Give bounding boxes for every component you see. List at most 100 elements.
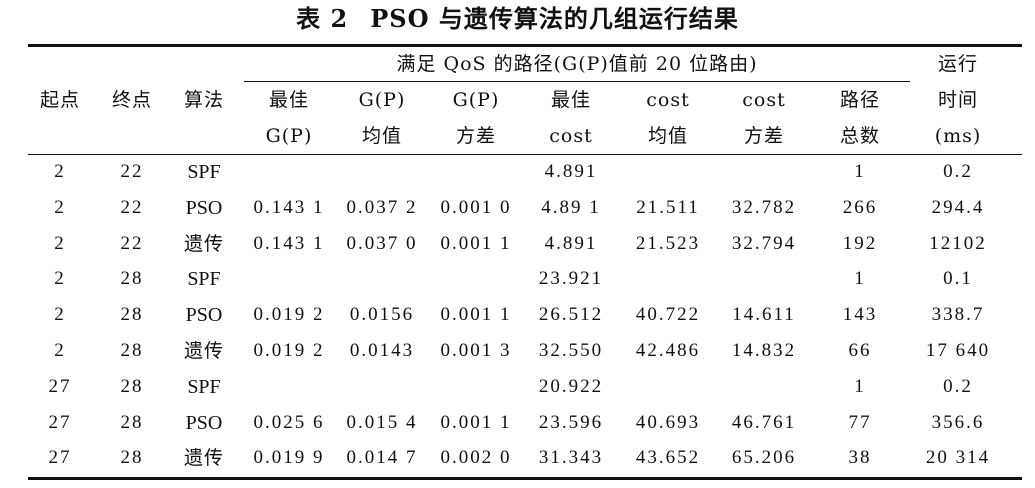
cell-runtime: 0.2: [943, 376, 973, 397]
cell-algo: PSO: [185, 412, 223, 434]
qos-group-rule: [244, 81, 910, 82]
cell-best-cost: 26.512: [538, 304, 604, 325]
cell-algo: SPF: [187, 268, 221, 290]
cell-cost-var: 46.761: [731, 412, 797, 433]
cell-paths: 192: [842, 233, 878, 254]
cell-paths: 1: [854, 268, 866, 289]
cell-start: 2: [54, 233, 66, 254]
cell-best-cost: 32.550: [538, 340, 604, 361]
cell-start: 2: [54, 268, 66, 289]
cell-best-gp: 0.019 2: [253, 304, 325, 325]
cell-start: 2: [54, 197, 66, 218]
cell-end: 28: [120, 304, 144, 325]
cell-end: 28: [120, 412, 144, 433]
cell-start: 27: [48, 447, 72, 468]
runtime-header-line3: (ms): [934, 125, 982, 147]
cell-gp-mean: 0.015 4: [346, 412, 418, 433]
cell-paths: 266: [842, 197, 878, 218]
cell-cost-mean: 21.511: [636, 197, 700, 218]
gp-var-header-line1: G(P): [452, 89, 500, 111]
cell-end: 22: [120, 197, 144, 218]
best-cost-header-line1: 最佳: [550, 89, 591, 111]
cell-best-cost: 23.596: [538, 412, 604, 433]
cell-start: 2: [54, 340, 66, 361]
cell-cost-var: 65.206: [731, 447, 797, 468]
cell-gp-mean: 0.0143: [349, 340, 415, 361]
cell-cost-var: 32.782: [731, 197, 797, 218]
cell-algo: 遗传: [183, 447, 224, 469]
cell-cost-var: 14.832: [731, 340, 797, 361]
gp-var-header-line2: 方差: [455, 125, 496, 147]
cell-cost-mean: 21.523: [635, 233, 701, 254]
table-caption: PSO 与遗传算法的几组运行结果: [370, 4, 739, 33]
cell-start: 27: [48, 376, 72, 397]
start-header: 起点: [39, 89, 80, 111]
qos-group-header: 满足 QoS 的路径(G(P)值前 20 位路由): [396, 53, 758, 75]
cell-gp-mean: 0.037 2: [346, 197, 418, 218]
cell-cost-var: 32.794: [731, 233, 797, 254]
cell-best-gp: 0.025 6: [253, 412, 325, 433]
cell-paths: 1: [854, 161, 866, 182]
best-cost-header-line2: cost: [549, 125, 593, 147]
cell-gp-var: 0.001 3: [440, 340, 512, 361]
cell-best-gp: 0.143 1: [253, 197, 325, 218]
cell-cost-mean: 40.693: [635, 412, 701, 433]
cell-gp-var: 0.001 1: [440, 304, 512, 325]
cell-best-cost: 4.891: [544, 233, 598, 254]
cell-end: 28: [120, 268, 144, 289]
cell-algo: SPF: [187, 161, 221, 183]
cell-best-cost: 23.921: [538, 268, 604, 289]
bottom-rule: [28, 477, 1022, 480]
cell-runtime: 294.4: [931, 197, 985, 218]
header-bottom-rule: [28, 154, 1022, 155]
cell-cost-mean: 40.722: [635, 304, 701, 325]
cell-paths: 66: [848, 340, 872, 361]
cost-var-header-line2: 方差: [743, 125, 784, 147]
cell-paths: 143: [842, 304, 878, 325]
cell-algo: 遗传: [183, 233, 224, 255]
paths-header-line2: 总数: [839, 125, 880, 147]
cell-gp-mean: 0.0156: [349, 304, 415, 325]
cell-best-gp: 0.019 2: [253, 340, 325, 361]
cell-gp-mean: 0.014 7: [346, 447, 418, 468]
cell-gp-var: 0.001 1: [440, 233, 512, 254]
cell-cost-mean: 42.486: [635, 340, 701, 361]
top-rule: [28, 44, 1022, 47]
cell-start: 27: [48, 412, 72, 433]
cell-runtime: 12102: [929, 233, 987, 254]
cell-paths: 1: [854, 376, 866, 397]
table-number: 表 2: [296, 4, 349, 33]
cell-best-gp: 0.143 1: [253, 233, 325, 254]
cell-runtime: 17 640: [925, 340, 991, 361]
cell-end: 28: [120, 376, 144, 397]
cell-runtime: 0.1: [943, 268, 973, 289]
cell-best-cost: 20.922: [538, 376, 604, 397]
cell-algo: PSO: [185, 304, 223, 326]
cell-end: 22: [120, 233, 144, 254]
cell-algo: SPF: [187, 376, 221, 398]
table-title: 表 2 PSO 与遗传算法的几组运行结果: [0, 0, 1035, 44]
gp-mean-header-line1: G(P): [358, 89, 406, 111]
gp-mean-header-line2: 均值: [361, 125, 402, 147]
cell-cost-var: 14.611: [732, 304, 796, 325]
cell-start: 2: [54, 304, 66, 325]
runtime-header-line1: 运行: [937, 53, 978, 75]
cell-best-cost: 4.891: [544, 161, 598, 182]
cell-end: 28: [120, 340, 144, 361]
runtime-header-line2: 时间: [937, 89, 978, 111]
cell-paths: 77: [848, 412, 872, 433]
cell-gp-var: 0.001 1: [440, 412, 512, 433]
end-header: 终点: [111, 89, 152, 111]
cell-best-cost: 4.89 1: [541, 197, 601, 218]
algo-header: 算法: [183, 89, 224, 111]
paths-header-line1: 路径: [839, 89, 880, 111]
cell-runtime: 0.2: [943, 161, 973, 182]
cell-end: 22: [120, 161, 144, 182]
cell-runtime: 20 314: [925, 447, 991, 468]
cell-algo: PSO: [185, 197, 223, 219]
best-gp-header-line2: G(P): [265, 125, 313, 147]
cell-algo: 遗传: [183, 340, 224, 362]
cell-start: 2: [54, 161, 66, 182]
cell-paths: 38: [848, 447, 872, 468]
cell-cost-mean: 43.652: [635, 447, 701, 468]
